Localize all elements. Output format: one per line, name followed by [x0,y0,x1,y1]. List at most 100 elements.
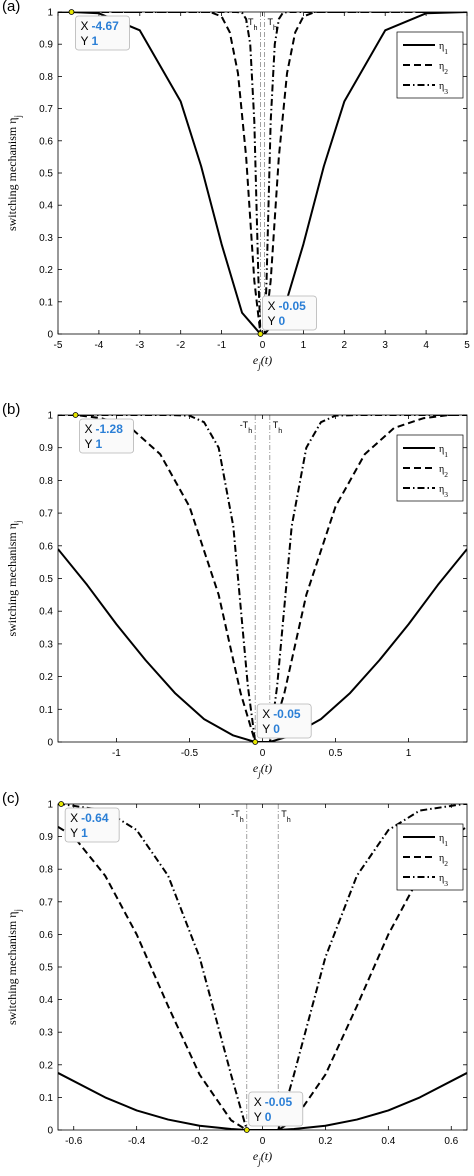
series-line-eta2 [58,825,467,1130]
y-tick-label: 0.9 [39,832,53,843]
x-tick-label: 1 [406,748,412,759]
series-group [58,415,467,742]
y-tick-label: 0.5 [39,963,53,974]
x-tick-label: 4 [423,340,429,351]
datatip: X -0.64Y 1 [58,801,120,843]
datatip-marker [252,739,259,745]
datatip: X -1.28Y 1 [72,412,134,454]
x-axis-label: ej(t) [253,353,272,371]
datatip-y-label: Y [85,437,93,451]
legend-label-eta3: η3 [439,873,448,888]
y-tick-label: 0.6 [39,541,53,552]
datatip: X -0.05Y 0 [252,703,312,745]
datatip-marker [68,9,75,15]
datatip-y-label: Y [70,826,78,840]
y-tick-label: 0 [47,1126,53,1137]
chart-panel-3: (c)-Th Th00.10.20.30.40.50.60.70.80.91-0.… [2,790,468,1167]
datatip-y-value: 0 [273,722,280,736]
y-tick-label: 0 [47,738,53,749]
datatip-x-value: -0.05 [265,1095,293,1109]
datatip-box [79,418,134,454]
panel-label: (c) [2,790,20,807]
y-tick-label: 1 [47,8,53,19]
y-tick-label: 0.2 [39,672,53,683]
y-tick-label: 1 [47,800,53,811]
x-tick-label: 0.4 [381,1136,395,1147]
y-tick-label: 0.7 [39,104,53,115]
datatip-x-label: X [80,19,88,33]
datatip-box [262,295,317,331]
legend-label-eta2: η2 [439,61,448,76]
x-axis-label: ej(t) [253,761,272,779]
datatip-marker [243,1127,250,1133]
x-tick-label: 1 [301,340,307,351]
x-tick-label: 0 [260,340,266,351]
x-tick-label: -0.6 [65,1136,83,1147]
x-tick-label: -0.4 [128,1136,146,1147]
x-tick-label: 0 [260,1136,266,1147]
datatip-x-value: -0.64 [81,811,109,825]
datatip-x-value: -0.05 [273,707,301,721]
y-tick-label: 0.1 [39,1093,53,1104]
x-tick-label: 5 [464,340,470,351]
datatip-x-label: X [70,811,78,825]
legend: η1 η2 η3 [396,31,464,99]
chart-panel-2: (b) -Th Th 0 0.1 0.2 0.3 0.4 0.5 0.6 0.7 0.8 0.9 1 -1 -… [2,401,468,779]
datatip-x-label: X [267,299,275,313]
x-tick-label: -4 [94,340,103,351]
threshold-label: -Th [245,17,258,32]
x-tick-label: -3 [135,340,144,351]
legend: η1 η2 η3 [396,434,464,502]
series-line-eta3 [58,12,467,334]
x-tick-label: 0 [260,748,266,759]
series-group [58,804,467,1130]
x-tick-label: -1 [112,748,121,759]
y-tick-label: 0.4 [39,607,53,618]
x-tick-label: -0.5 [181,748,199,759]
x-tick-label: 2 [342,340,348,351]
datatip-y-value: 1 [91,34,98,48]
y-tick-label: 0.1 [39,297,53,308]
y-tick-label: 0.2 [39,1060,53,1071]
y-tick-label: 0.1 [39,705,53,716]
datatip-y-value: 1 [81,826,88,840]
x-tick-label: 0.6 [444,1136,458,1147]
x-tick-label: 0.2 [318,1136,332,1147]
y-tick-label: 0.8 [39,476,53,487]
datatip-box [248,1091,304,1127]
threshold-label: Th [273,420,283,435]
threshold-label: Th [268,17,278,32]
y-axis-label: switching mechanism ηj [5,115,23,231]
datatip-y-label: Y [80,34,88,48]
x-axis-label: ej(t) [253,1149,272,1167]
datatip-y-label: Y [254,1110,262,1124]
y-axis-label: switching mechanism ηj [5,520,23,636]
legend-label-eta1: η1 [439,444,448,459]
y-tick-label: 0.3 [39,1028,53,1039]
x-tick-label: -0.2 [191,1136,209,1147]
series-line-eta1 [58,12,467,334]
y-tick-label: 0.4 [39,995,53,1006]
series-line-eta1 [58,548,467,742]
datatip: X -0.05Y 0 [257,295,317,337]
y-tick-label: 0.6 [39,136,53,147]
datatip-box [64,807,120,843]
datatip-x-value: -1.28 [96,422,124,436]
datatip-x-value: -0.05 [278,299,306,313]
datatip: X -0.05Y 0 [243,1091,304,1133]
datatip-marker [257,331,264,337]
y-tick-label: 0.8 [39,865,53,876]
y-tick-label: 0.9 [39,443,53,454]
x-tick-label: -5 [54,340,63,351]
legend-label-eta2: η2 [439,853,448,868]
datatip-marker [72,412,79,418]
y-tick-label: 0 [47,330,53,341]
x-tick-label: -1 [217,340,226,351]
datatip-y-value: 0 [265,1110,272,1124]
y-tick-label: 0.8 [39,72,53,83]
y-axis-label: switching mechanism ηj [5,909,23,1025]
legend-label-eta3: η3 [439,81,448,96]
datatip-y-label: Y [267,314,275,328]
